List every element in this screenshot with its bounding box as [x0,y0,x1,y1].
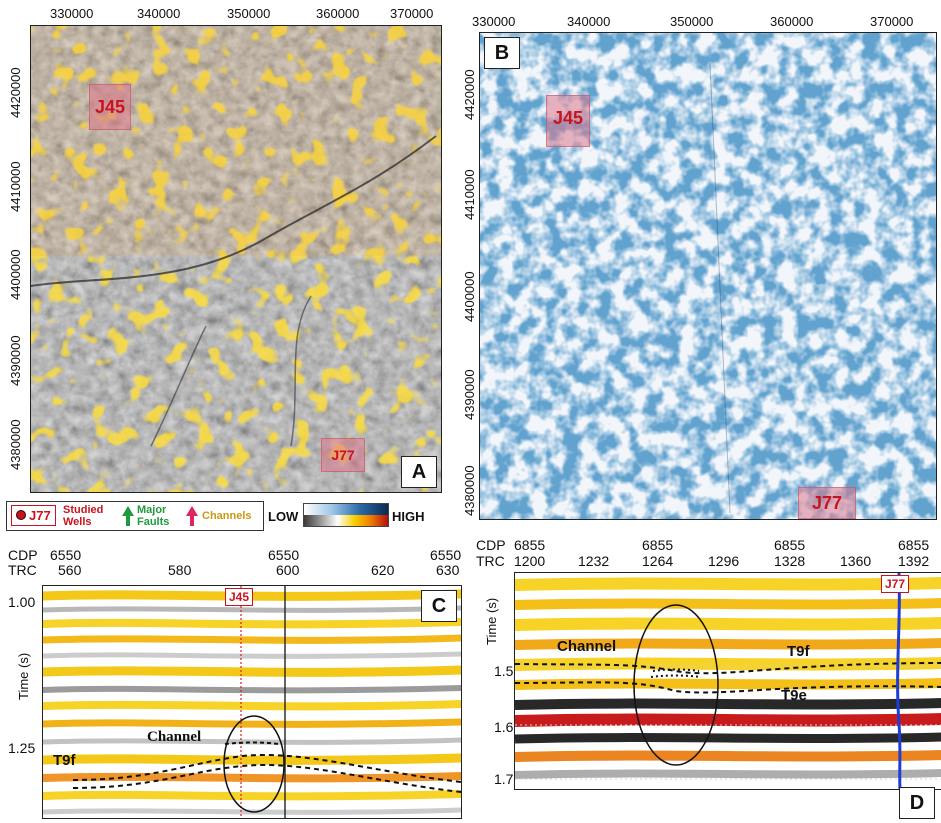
panel-c: CDP TRC 6550 6550 6550 560 580 600 620 6… [0,540,470,823]
legend-well-tag: J77 [11,505,56,526]
attribute-map-b: J45 J77 B [479,32,937,520]
panel-b: 330000 340000 350000 360000 370000 44200… [452,0,941,523]
panel-d-ytick: 1.7 [494,771,514,787]
horizon-label-t9f-d: T9f [787,643,810,660]
panel-a-xtick: 370000 [390,6,434,21]
panel-c-ytick: 1.00 [8,594,36,610]
panel-b-ytick: 4390000 [462,369,477,420]
panel-c-letter: C [421,590,457,622]
legend: J77 Studied Wells Major Faults Channels [6,501,264,531]
panel-d-cdp-label: CDP [476,537,506,553]
panel-b-xtick: 340000 [567,14,611,29]
panel-a-xtick: 330000 [50,6,94,21]
panel-b-xtick: 370000 [870,14,914,29]
panel-d-ytitle: Time (s) [484,597,499,645]
attribute-map-a-image [31,26,441,492]
panel-c-trc-value: 630 [436,562,460,578]
well-tag-j45: J45 [225,588,254,606]
panel-a-letter: A [401,456,437,488]
panel-d-letter: D [899,787,935,819]
legend-studied-wells: Studied Wells [63,504,104,528]
fault-arrow-icon [122,506,134,526]
legend-well-tag-text: J77 [29,508,51,523]
well-highlight-j77: J77 [798,487,856,519]
colorbar [303,503,389,527]
panel-d-trc-value: 1360 [840,553,872,569]
panel-a: 330000 340000 350000 360000 370000 44200… [0,0,450,498]
panel-a-ytick: 4390000 [8,335,23,386]
panel-d-cdp-value: 6855 [774,537,806,553]
panel-d-trc-value: 1296 [708,553,740,569]
panel-b-xtick: 360000 [770,14,814,29]
panel-a-ytick: 4400000 [8,249,23,300]
channel-arrow-icon [186,506,198,526]
panel-b-ytick: 4400000 [462,271,477,322]
panel-c-trc-value: 600 [276,562,300,578]
panel-d-cdp-value: 6855 [642,537,674,553]
seismic-section-c: J45 Channel T9f C [42,585,462,819]
colorbar-low-label: LOW [268,509,299,524]
panel-d-cdp-value: 6855 [514,537,546,553]
panel-b-xtick: 350000 [670,14,714,29]
panel-b-ytick: 4380000 [462,465,477,516]
colorbar-grey-to-blue [304,504,388,515]
panel-a-ytick: 4420000 [8,67,23,118]
colorbar-grey-to-red [304,515,388,526]
panel-b-letter: B [484,37,520,69]
panel-d-trc-value: 1328 [774,553,806,569]
panel-b-xtick: 330000 [472,14,516,29]
panel-c-cdp-label: CDP [8,547,38,563]
panel-a-ytick: 4410000 [8,161,23,212]
panel-c-ytitle: Time (s) [16,652,31,700]
panel-a-ytick: 4380000 [8,419,23,470]
channel-label-c: Channel [147,729,202,745]
panel-d-ytick: 1.6 [494,719,514,735]
colorbar-high-label: HIGH [392,509,425,524]
panel-b-ytick: 4410000 [462,169,477,220]
panel-d-cdp-value: 6855 [898,537,930,553]
panel-d-trc-label: TRC [476,553,505,569]
panel-c-ytick: 1.25 [8,740,36,756]
attribute-map-a: J45 J77 A [30,25,442,493]
channel-label-d: Channel [557,638,617,655]
seismic-section-d: J77 Channel T9f T9e [514,572,941,790]
panel-c-cdp-value: 6550 [268,547,300,563]
well-highlight-j45: J45 [89,84,131,130]
legend-major-faults: Major Faults [137,504,170,528]
panel-d-trc-value: 1264 [642,553,674,569]
panel-c-cdp-value: 6550 [430,547,462,563]
well-dot-icon [16,510,26,520]
panel-d-trc-value: 1232 [578,553,610,569]
panel-c-cdp-value: 6550 [50,547,82,563]
panel-a-xtick: 360000 [316,6,360,21]
seismic-section-d-image [515,573,941,789]
panel-c-trc-label: TRC [8,562,37,578]
panel-c-trc-value: 560 [58,562,82,578]
panel-d-ytick: 1.5 [494,663,514,679]
panel-c-trc-value: 620 [371,562,395,578]
panel-b-ytick: 4420000 [462,69,477,120]
well-tag-j77: J77 [881,575,910,593]
panel-d-trc-value: 1200 [514,553,546,569]
panel-a-xtick: 340000 [137,6,181,21]
legend-channels: Channels [202,510,252,522]
panel-a-xtick: 350000 [227,6,271,21]
horizon-label-t9f-c: T9f [53,752,76,769]
well-highlight-j45: J45 [546,95,590,147]
horizon-label-t9e-d: T9e [781,687,807,704]
seismic-section-c-image [43,586,461,818]
panel-d: CDP TRC 6855 6855 6855 6855 1200 1232 12… [470,535,941,823]
panel-d-trc-value: 1392 [898,553,930,569]
well-highlight-j77: J77 [321,438,365,472]
panel-c-trc-value: 580 [168,562,192,578]
